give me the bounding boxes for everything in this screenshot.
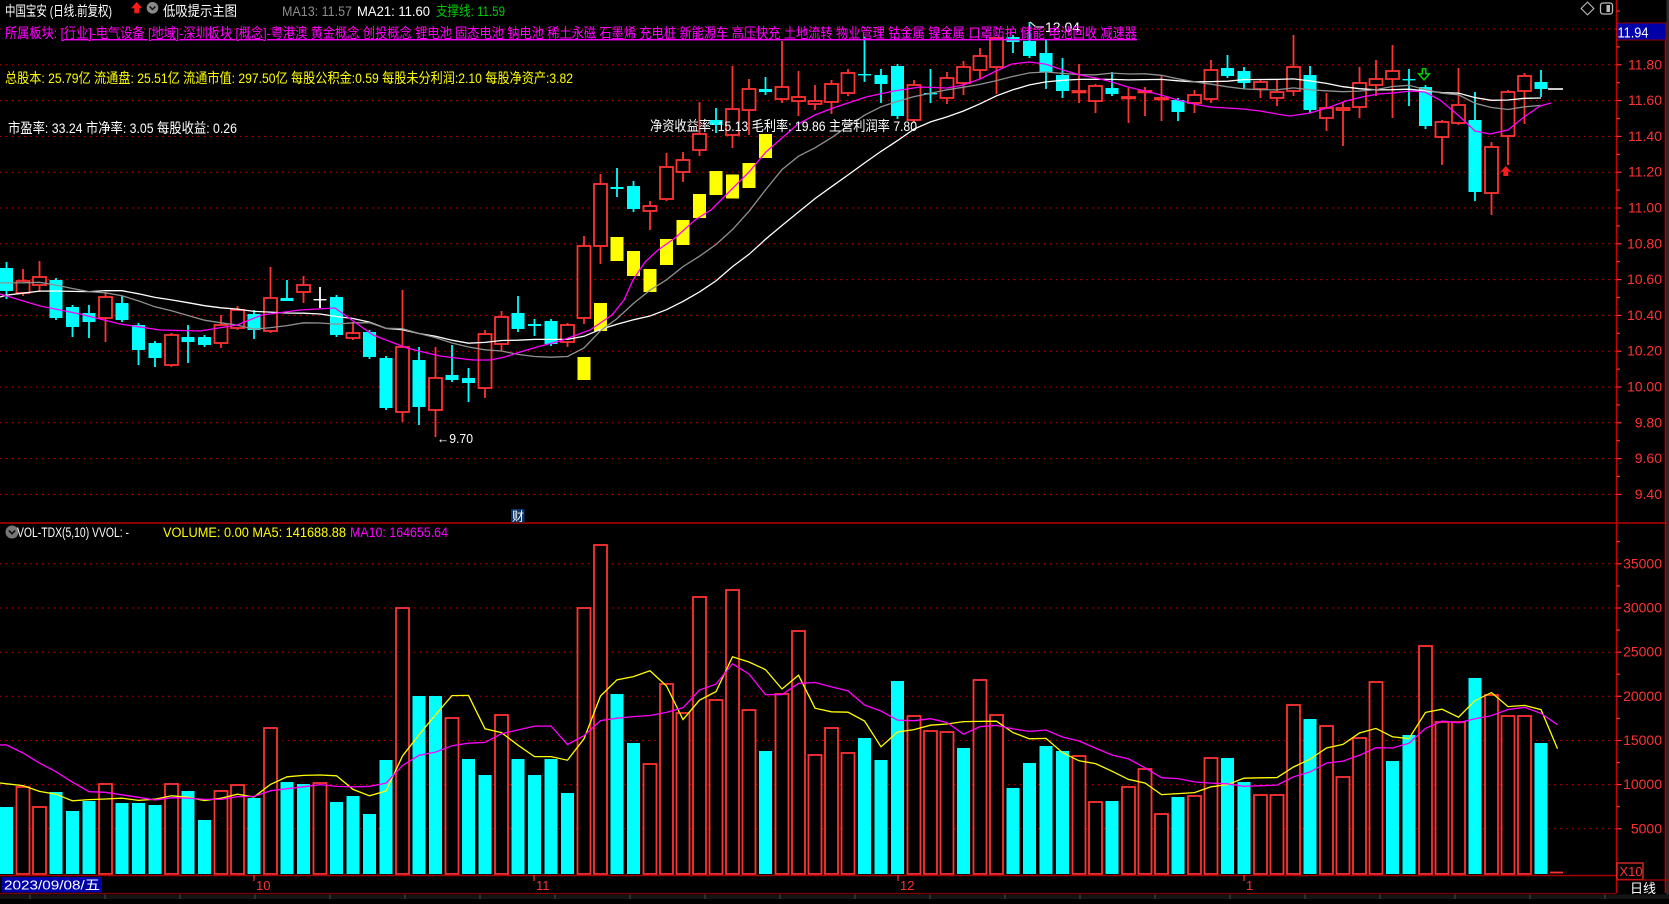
svg-text:10000: 10000 xyxy=(1623,776,1662,792)
svg-text:1: 1 xyxy=(1246,878,1253,893)
svg-text:财: 财 xyxy=(512,510,524,524)
svg-text:VOL-TDX(5,10) VVOL: -: VOL-TDX(5,10) VVOL: - xyxy=(17,525,129,540)
svg-text:30000: 30000 xyxy=(1623,600,1662,616)
svg-text:低吸提示主图: 低吸提示主图 xyxy=(163,3,237,19)
svg-text:市盈率: 33.24 市净率: 3.05 每股收益: 0.2: 市盈率: 33.24 市净率: 3.05 每股收益: 0.26 xyxy=(8,120,237,136)
svg-text:VOLUME: 0.00 MA5: 141688.88: VOLUME: 0.00 MA5: 141688.88 xyxy=(163,525,346,540)
svg-text:11: 11 xyxy=(536,878,550,893)
svg-text:11.00: 11.00 xyxy=(1628,200,1662,216)
svg-text:净资收益率: 15.13 毛利率: 19.86 主营利润率: 净资收益率: 15.13 毛利率: 19.86 主营利润率 7.80 xyxy=(650,118,917,134)
svg-text:10: 10 xyxy=(256,878,270,893)
svg-text:支撑线: 11.59: 支撑线: 11.59 xyxy=(436,3,505,19)
svg-text:5000: 5000 xyxy=(1631,820,1662,836)
svg-text:10.60: 10.60 xyxy=(1627,271,1662,287)
svg-text:所属板块: [行业]-电气设备 [地域]-深圳板块 [概念]: 所属板块: [行业]-电气设备 [地域]-深圳板块 [概念]-粤港澳 黄金概念 … xyxy=(5,25,1137,41)
svg-text:总股本: 25.79亿 流通盘: 25.51亿 流通市值:: 总股本: 25.79亿 流通盘: 25.51亿 流通市值: 297.50亿 每股… xyxy=(5,70,573,86)
svg-text:11.40: 11.40 xyxy=(1628,128,1662,144)
svg-text:11.94: 11.94 xyxy=(1618,26,1649,42)
svg-text:10.40: 10.40 xyxy=(1627,307,1662,323)
svg-text:2023/09/08/五: 2023/09/08/五 xyxy=(4,878,100,893)
svg-text:MA10: 164655.64: MA10: 164655.64 xyxy=(350,525,448,540)
svg-text:15000: 15000 xyxy=(1623,732,1662,748)
svg-text:MA13: 11.57: MA13: 11.57 xyxy=(282,3,352,19)
svg-text:25000: 25000 xyxy=(1623,644,1662,660)
svg-text:10.00: 10.00 xyxy=(1627,379,1662,395)
svg-text:20000: 20000 xyxy=(1623,688,1662,704)
svg-text:35000: 35000 xyxy=(1623,555,1662,571)
svg-text:9.60: 9.60 xyxy=(1635,450,1662,466)
svg-text:10.20: 10.20 xyxy=(1627,343,1662,359)
svg-text:中国宝安 (日线.前复权): 中国宝安 (日线.前复权) xyxy=(5,3,112,19)
svg-text:9.40: 9.40 xyxy=(1635,486,1662,502)
svg-text:11.60: 11.60 xyxy=(1628,92,1662,108)
svg-text:12: 12 xyxy=(900,878,914,893)
svg-text:11.80: 11.80 xyxy=(1628,56,1662,72)
svg-text:日线: 日线 xyxy=(1630,881,1656,896)
svg-text:11.20: 11.20 xyxy=(1628,164,1662,180)
svg-text:MA21: 11.60: MA21: 11.60 xyxy=(357,3,430,19)
svg-text:←9.70: ←9.70 xyxy=(437,431,473,446)
svg-text:9.80: 9.80 xyxy=(1635,414,1662,430)
svg-text:10.80: 10.80 xyxy=(1627,235,1662,251)
svg-text:X10: X10 xyxy=(1620,864,1643,879)
